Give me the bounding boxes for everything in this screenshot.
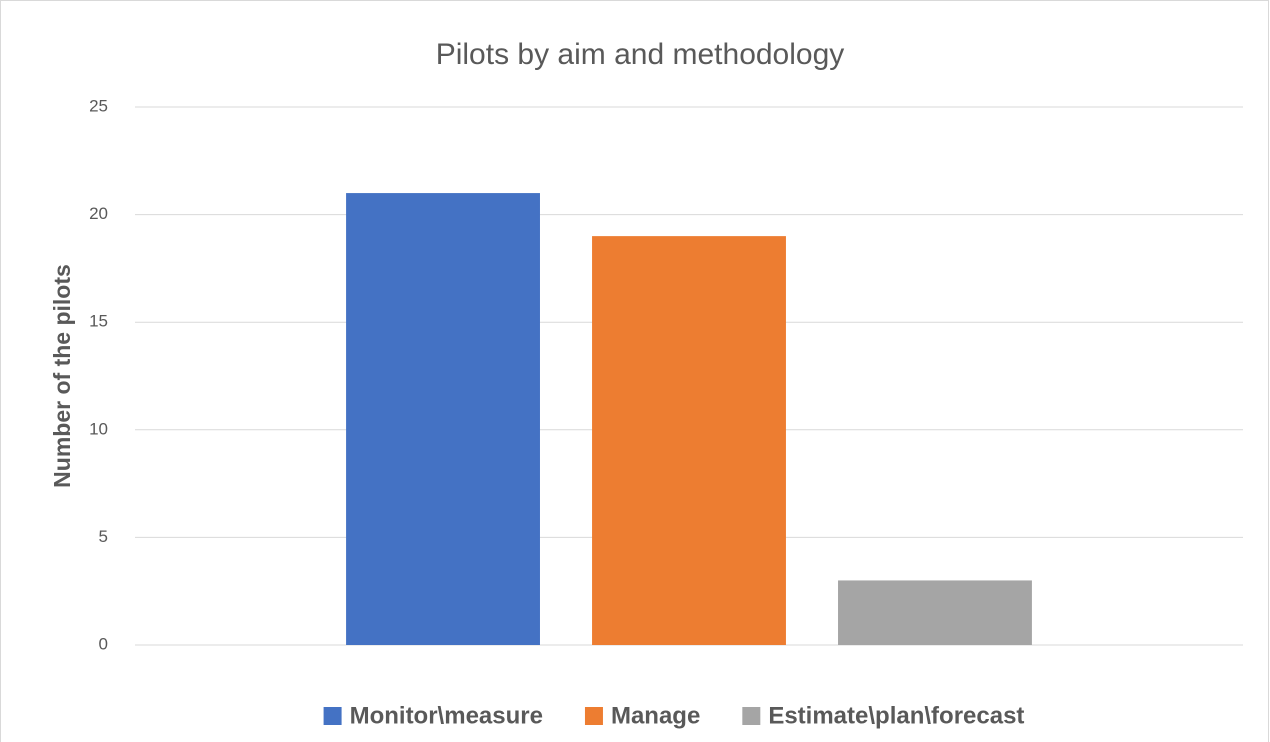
y-axis-label: Number of the pilots	[49, 264, 75, 488]
legend-label: Monitor\measure	[350, 702, 543, 729]
bar	[346, 193, 540, 645]
y-tick-label: 0	[99, 634, 108, 653]
bar	[592, 236, 786, 645]
legend-label: Manage	[611, 702, 700, 729]
y-tick-label: 5	[99, 527, 108, 546]
legend: Monitor\measure Manage Estimate\plan\forec…	[323, 702, 1024, 729]
legend-label: Estimate\plan\forecast	[768, 702, 1024, 729]
y-tick-label: 20	[89, 204, 108, 223]
y-tick-label: 10	[89, 419, 108, 438]
legend-swatch	[742, 707, 761, 725]
y-tick-label: 25	[89, 96, 108, 115]
chart-title: Pilots by aim and methodology	[436, 38, 845, 71]
y-tick-label: 15	[89, 312, 108, 331]
bar	[838, 580, 1032, 645]
legend-swatch	[584, 707, 603, 725]
legend-swatch	[323, 707, 342, 725]
